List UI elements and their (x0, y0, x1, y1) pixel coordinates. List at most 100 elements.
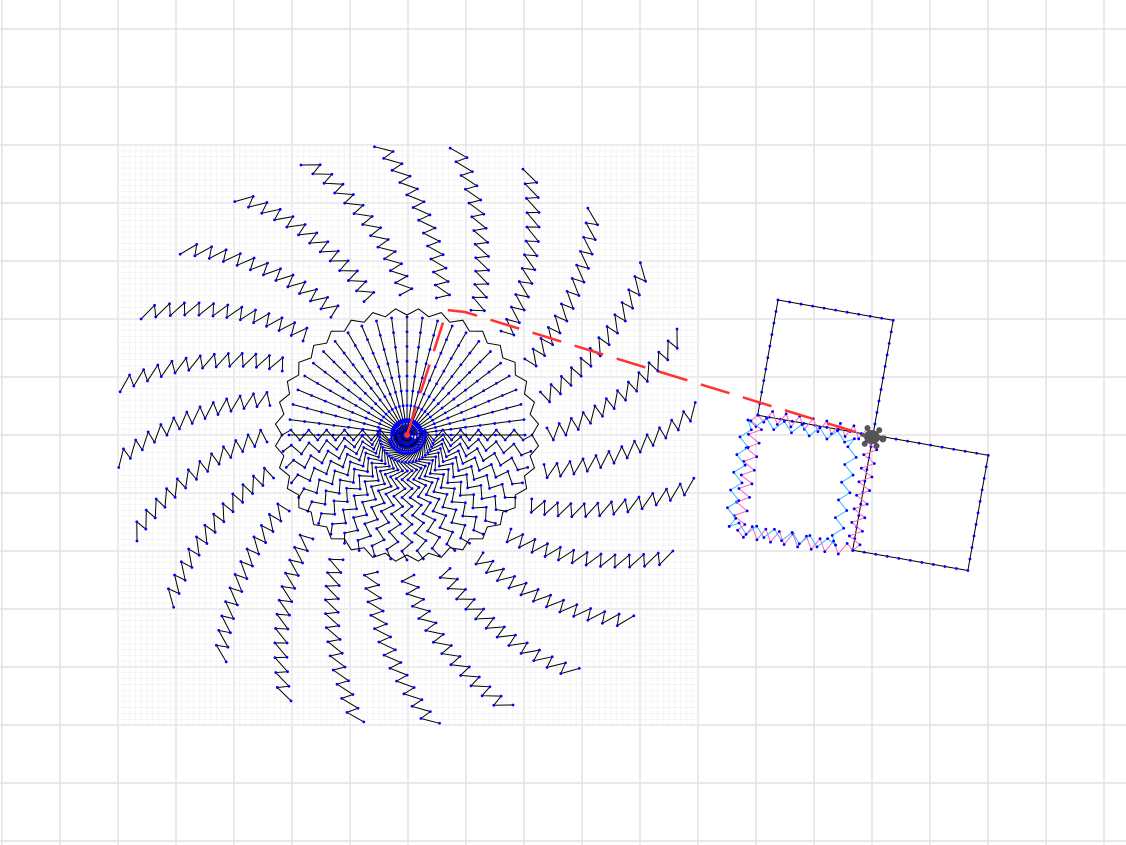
vertex-dot (355, 452, 358, 456)
turtle-leg (873, 442, 880, 449)
vertex-dot (564, 433, 568, 437)
vertex-dot (521, 481, 524, 485)
vertex-dot (521, 438, 525, 442)
vertex-dot (447, 449, 451, 453)
vertex-dot (464, 187, 467, 191)
vertex-dot (626, 380, 630, 384)
vertex-dot (693, 401, 697, 404)
vertex-dot (485, 571, 488, 575)
vertex-dot (487, 268, 490, 272)
vertex-dot (510, 456, 514, 460)
vertex-dot (354, 404, 358, 407)
vertex-dot (345, 486, 349, 490)
vertex-dot (436, 477, 440, 481)
vertex-dot (464, 607, 468, 611)
vertex-dot (242, 407, 246, 410)
vertex-dot (836, 429, 839, 433)
vertex-dot (444, 266, 448, 270)
turtle-head (879, 435, 887, 443)
vertex-dot (340, 651, 344, 655)
vertex-dot (293, 321, 297, 325)
vertex-dot (597, 336, 601, 340)
vertex-dot (874, 552, 878, 556)
vertex-dot (252, 256, 256, 260)
vertex-dot (290, 600, 294, 604)
vertex-dot (132, 384, 136, 388)
vertex-dot (377, 583, 381, 587)
vertex-dot (448, 146, 452, 150)
vertex-dot (395, 360, 399, 364)
vertex-dot (441, 460, 445, 464)
vertex-dot (316, 438, 320, 442)
vertex-dot (211, 401, 215, 404)
vertex-dot (766, 356, 770, 360)
vertex-dot (433, 365, 437, 369)
vertex-dot (410, 487, 414, 490)
vertex-dot (601, 621, 604, 625)
vertex-dot (477, 339, 481, 343)
vertex-dot (837, 498, 840, 502)
vertex-dot (366, 470, 369, 473)
vertex-dot (834, 308, 838, 312)
vertex-dot (422, 231, 425, 235)
vertex-dot (418, 476, 421, 480)
vertex-dot (423, 474, 427, 478)
vertex-dot (388, 269, 392, 273)
vertex-dot (454, 456, 458, 459)
vertex-dot (438, 526, 442, 530)
vertex-dot (370, 443, 374, 447)
vertex-dot (522, 308, 526, 312)
vertex-dot (118, 390, 122, 394)
vertex-dot (532, 599, 535, 603)
vertex-dot (755, 455, 759, 459)
vertex-dot (745, 509, 749, 513)
vertex-dot (883, 365, 887, 368)
vertex-dot (376, 518, 379, 521)
vertex-dot (476, 414, 480, 418)
vertex-dot (187, 547, 191, 551)
vertex-dot (908, 558, 912, 562)
vertex-dot (477, 468, 481, 472)
vertex-dot (225, 316, 229, 319)
vertex-dot (734, 516, 738, 520)
vertex-dot (553, 314, 557, 318)
vertex-dot (517, 545, 521, 549)
vertex-dot (651, 492, 655, 495)
turtle-icon[interactable] (857, 424, 888, 450)
vertex-dot (427, 395, 431, 399)
vertex-dot (394, 345, 397, 349)
vertex-dot (445, 492, 449, 496)
vertex-dot (128, 373, 131, 377)
vertex-dot (186, 468, 190, 472)
vertex-dot (523, 182, 527, 186)
vertex-dot (311, 537, 315, 541)
vertex-dot (333, 191, 337, 195)
vertex-dot (525, 225, 529, 229)
vertex-dot (388, 440, 392, 444)
turtle-leg (864, 425, 871, 432)
vertex-dot (415, 449, 418, 453)
vertex-dot (840, 480, 844, 484)
vertex-dot (433, 468, 437, 472)
vertex-dot (533, 538, 537, 541)
vertex-dot (431, 418, 434, 422)
vertex-dot (760, 428, 763, 431)
vertex-dot (309, 454, 313, 457)
vertex-dot (575, 263, 579, 267)
vertex-dot (407, 460, 411, 464)
vertex-dot (461, 462, 465, 465)
vertex-dot (593, 238, 597, 241)
vertex-dot (389, 475, 393, 479)
vertex-dot (172, 416, 176, 420)
vertex-dot (336, 610, 340, 614)
vertex-dot (154, 315, 158, 319)
vertex-dot (585, 469, 589, 473)
vertex-dot (364, 587, 368, 590)
spiral-arm (400, 574, 514, 706)
vertex-dot (468, 351, 472, 355)
vertex-dot (394, 477, 398, 481)
vertex-dot (683, 493, 686, 497)
vertex-dot (494, 433, 497, 437)
vertex-dot (556, 501, 560, 505)
